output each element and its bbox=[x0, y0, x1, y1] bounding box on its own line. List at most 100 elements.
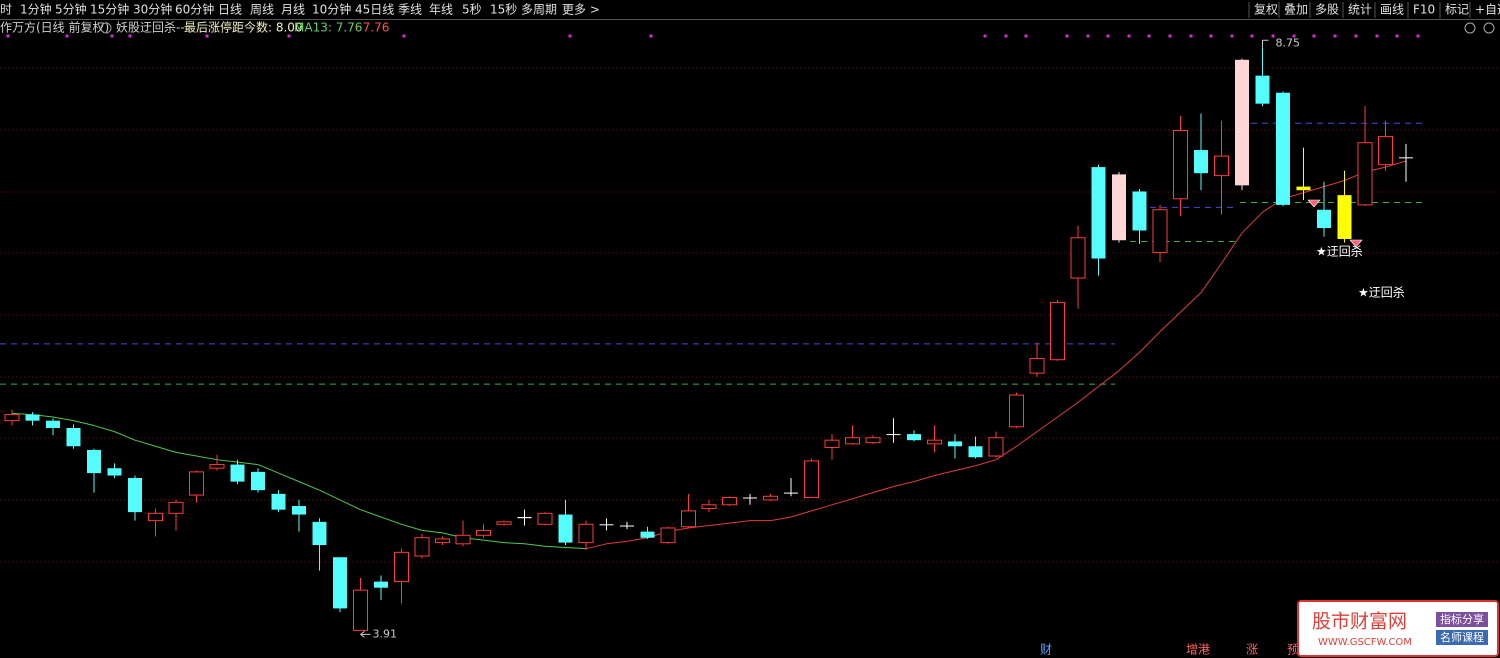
signal-dot bbox=[1086, 34, 1090, 38]
toolbar-button[interactable]: 标记 bbox=[1445, 3, 1469, 17]
ma-line bbox=[688, 525, 710, 529]
candle-body bbox=[988, 437, 1004, 457]
toolbar-button[interactable]: 1分钟 bbox=[20, 2, 52, 17]
candle-body bbox=[414, 537, 430, 557]
signal-dot bbox=[1127, 34, 1131, 38]
toolbar-button[interactable]: 日线 bbox=[218, 3, 242, 17]
watermark-title: 股市财富网 bbox=[1312, 611, 1407, 633]
min-label: 3.91 bbox=[373, 627, 398, 640]
ma-line bbox=[1036, 416, 1058, 433]
candle-body bbox=[271, 493, 286, 510]
candle-body bbox=[1132, 191, 1147, 231]
ma-line bbox=[401, 523, 423, 531]
signal-dot bbox=[205, 34, 209, 38]
ma-line bbox=[524, 543, 546, 547]
header-value: 最后涨停距今数: 8.00 bbox=[184, 20, 303, 35]
candle-body bbox=[722, 496, 737, 506]
signal-dot bbox=[1395, 34, 1399, 38]
toolbar-button[interactable]: 5分钟 bbox=[55, 2, 87, 17]
signal-dot bbox=[1271, 34, 1275, 38]
toolbar-button[interactable]: 月线 bbox=[281, 3, 305, 17]
toolbar-button[interactable]: +自选 bbox=[1475, 3, 1500, 17]
candle-body bbox=[128, 477, 142, 513]
candle-body bbox=[1152, 209, 1168, 253]
signal-dot bbox=[983, 34, 987, 38]
candle-body bbox=[1112, 174, 1126, 241]
max-label: 8.75 bbox=[1276, 36, 1301, 49]
candle-body bbox=[886, 434, 901, 436]
signal-dot bbox=[402, 34, 406, 38]
stock-name: 作万方(日线 前复权) bbox=[0, 20, 109, 35]
toolbar-button[interactable]: 时 bbox=[0, 3, 12, 17]
ma-line bbox=[913, 475, 935, 483]
signal-dot bbox=[1209, 34, 1213, 38]
toolbar-button[interactable]: 10分钟 bbox=[312, 2, 351, 17]
signal-dot bbox=[1292, 34, 1296, 38]
watermark-tag-text: 指标分享 bbox=[1440, 612, 1484, 626]
toolbar-button[interactable]: 30分钟 bbox=[133, 2, 172, 17]
signal-dot bbox=[110, 34, 114, 38]
arrow bbox=[360, 630, 371, 638]
toolbar-button[interactable]: 统计 bbox=[1348, 3, 1372, 17]
candle-body bbox=[312, 521, 327, 546]
signal-dot bbox=[1333, 34, 1337, 38]
toolbar-button[interactable]: F10 bbox=[1413, 3, 1435, 17]
icon bbox=[1464, 22, 1476, 34]
ma-line bbox=[1241, 211, 1263, 234]
toolbar-button[interactable]: 年线 bbox=[429, 3, 453, 17]
ma-line bbox=[852, 492, 874, 500]
toolbar-button[interactable]: 画线 bbox=[1380, 3, 1404, 17]
ma-line bbox=[790, 510, 812, 518]
ma-line bbox=[1077, 386, 1099, 403]
candle-body bbox=[620, 525, 634, 527]
ma-line bbox=[11, 412, 33, 416]
toolbar-button[interactable]: 周线 bbox=[250, 3, 274, 17]
toolbar-button[interactable]: 更多 > bbox=[562, 3, 600, 17]
signal-dot bbox=[1354, 34, 1358, 38]
candle-body bbox=[209, 464, 225, 469]
ma-line bbox=[73, 420, 95, 427]
ma-line bbox=[421, 529, 443, 534]
candle-body bbox=[496, 521, 512, 525]
signal-dot bbox=[1168, 34, 1172, 38]
signal-icon bbox=[1349, 239, 1363, 248]
signal-icon bbox=[1307, 199, 1321, 208]
toolbar-button[interactable]: 多周期 bbox=[521, 3, 557, 17]
toolbar-button[interactable]: 45日线 bbox=[355, 3, 394, 17]
toolbar-button[interactable]: 60分钟 bbox=[175, 2, 214, 17]
header-value: · 7.76 bbox=[355, 21, 389, 35]
candle-body bbox=[824, 439, 840, 448]
ma-line bbox=[893, 481, 915, 487]
ma-line bbox=[811, 504, 833, 512]
candle-body bbox=[537, 512, 553, 525]
candle-body bbox=[1317, 209, 1331, 229]
ma-line bbox=[1221, 232, 1243, 264]
toolbar-button[interactable]: 15分钟 bbox=[90, 2, 129, 17]
footer-marker: 预 bbox=[1287, 643, 1299, 657]
signal-dot bbox=[1416, 34, 1420, 38]
signal-dot bbox=[1147, 34, 1151, 38]
candle-body bbox=[374, 581, 388, 588]
ma-line bbox=[729, 520, 751, 524]
candle-body bbox=[1173, 130, 1188, 200]
signal-dot bbox=[1065, 34, 1069, 38]
toolbar-button[interactable]: 复权 bbox=[1254, 3, 1278, 17]
signal-dot bbox=[6, 34, 10, 38]
ma-line bbox=[380, 516, 402, 525]
grid bbox=[0, 34, 1500, 563]
candle-body bbox=[1029, 357, 1045, 374]
ma-line bbox=[278, 472, 300, 483]
toolbar-button[interactable]: 季线 bbox=[398, 3, 422, 17]
signal-dot bbox=[1004, 34, 1008, 38]
ma-line bbox=[565, 546, 587, 550]
ma-line bbox=[1385, 160, 1407, 168]
candle-body bbox=[394, 551, 409, 583]
toolbar-button[interactable]: 多股 bbox=[1315, 3, 1339, 17]
toolbar-button[interactable]: 叠加 bbox=[1284, 3, 1308, 17]
toolbar-button[interactable]: 15秒 bbox=[490, 3, 517, 17]
candle-body bbox=[4, 414, 20, 422]
candle-body bbox=[1399, 157, 1413, 159]
signal-dot bbox=[1230, 34, 1234, 38]
toolbar-button[interactable]: 5秒 bbox=[462, 3, 482, 17]
